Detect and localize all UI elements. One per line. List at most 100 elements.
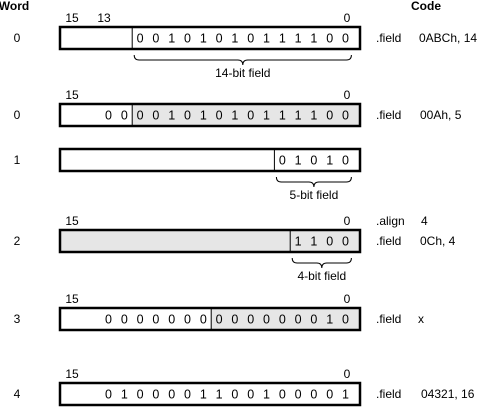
word-number: 3 bbox=[14, 312, 21, 326]
word-number: 2 bbox=[14, 234, 21, 248]
bit-value: 1 bbox=[200, 388, 207, 402]
bit-value: 0 bbox=[342, 154, 349, 168]
lsb-bit-label: 0 bbox=[344, 214, 351, 228]
code-directive: .field bbox=[376, 31, 401, 45]
bit-value: 1 bbox=[231, 109, 238, 123]
bit-value: 0 bbox=[279, 313, 286, 327]
code-operand: 0ABCh, 14 bbox=[419, 31, 477, 45]
bit-value: 0 bbox=[342, 109, 349, 123]
word-box bbox=[58, 228, 362, 254]
word-row: 1 0 1 0 1 05-bit field bbox=[14, 147, 362, 202]
bit-value: 1 bbox=[168, 32, 175, 46]
msb-bit-label: 15 bbox=[65, 88, 79, 102]
field-width-label: 14-bit field bbox=[215, 66, 270, 80]
bit-value: 1 bbox=[263, 109, 270, 123]
bit-value: 1 bbox=[263, 388, 270, 402]
msb-bit-label: 15 bbox=[65, 367, 79, 381]
bit-value: 0 bbox=[326, 109, 333, 123]
lsb-bit-label: 0 bbox=[344, 88, 351, 102]
word-column-header: Word bbox=[0, 0, 29, 13]
word-number: 4 bbox=[14, 387, 21, 401]
word-box bbox=[58, 147, 362, 173]
bit-value: 1 bbox=[168, 109, 175, 123]
bit-value: 0 bbox=[216, 313, 223, 327]
code-directive: .field bbox=[376, 312, 401, 326]
bit-value: 0 bbox=[216, 109, 223, 123]
bit-value: 0 bbox=[247, 313, 254, 327]
bit-value: 0 bbox=[295, 388, 302, 402]
bit-value: 0 bbox=[342, 235, 349, 249]
code-column-header: Code bbox=[411, 0, 441, 13]
bit-value: 1 bbox=[310, 235, 317, 249]
bit-value: 0 bbox=[105, 388, 112, 402]
word-number: 0 bbox=[14, 108, 21, 122]
bit-value: 1 bbox=[326, 154, 333, 168]
word-row: 15 00 0 0 0 0 1 0 1 0 1 0 1 1 1 1 0 0 .field 00Ah, 5 bbox=[14, 88, 462, 128]
bit-value: 0 bbox=[121, 109, 128, 123]
bit-value: 1 bbox=[121, 388, 128, 402]
bit-value: 0 bbox=[137, 32, 144, 46]
field-brace bbox=[133, 54, 352, 66]
bit-value: 1 bbox=[216, 388, 223, 402]
bit-value: 0 bbox=[342, 313, 349, 327]
bit-value: 1 bbox=[200, 32, 207, 46]
code-directive: .field bbox=[376, 387, 401, 401]
lsb-bit-label: 0 bbox=[344, 292, 351, 306]
lsb-bit-label: 0 bbox=[344, 11, 351, 25]
field-width-label: 5-bit field bbox=[290, 188, 339, 202]
field-high-bit-label: 13 bbox=[97, 11, 111, 25]
bit-value: 1 bbox=[310, 109, 317, 123]
bit-value: 0 bbox=[105, 109, 112, 123]
bit-value: 0 bbox=[216, 32, 223, 46]
bit-value: 0 bbox=[310, 388, 317, 402]
field-brace bbox=[275, 176, 352, 188]
bit-value: 0 bbox=[247, 388, 254, 402]
bit-value: 0 bbox=[342, 32, 349, 46]
bit-value: 1 bbox=[279, 109, 286, 123]
bit-value: 0 bbox=[152, 32, 159, 46]
word-rows: 15 13 00 0 0 1 0 1 0 1 0 1 1 1 1 0 014-bit field.field 0A… bbox=[14, 11, 477, 407]
bit-value: 1 bbox=[295, 235, 302, 249]
field-segment bbox=[60, 27, 133, 49]
word-row: 15 02 1 1 0 04-bit field.align 4.field 0Ch, 4 bbox=[14, 214, 456, 283]
bit-value: 1 bbox=[295, 109, 302, 123]
bit-value: 1 bbox=[295, 32, 302, 46]
bit-value: 0 bbox=[263, 313, 270, 327]
code-directive: .field bbox=[376, 234, 401, 248]
bit-value: 0 bbox=[121, 313, 128, 327]
lsb-bit-label: 0 bbox=[344, 367, 351, 381]
bit-value: 0 bbox=[137, 388, 144, 402]
bit-value: 0 bbox=[137, 313, 144, 327]
word-row: 15 03 0 0 0 0 0 0 0 0 0 0 0 0 0 0 1 0 .field x bbox=[14, 292, 424, 332]
field-segment bbox=[60, 383, 360, 405]
bit-value: 0 bbox=[326, 32, 333, 46]
bit-value: 1 bbox=[263, 32, 270, 46]
field-brace bbox=[291, 257, 352, 269]
bit-value: 0 bbox=[184, 109, 191, 123]
shaded-field-segment bbox=[60, 230, 291, 252]
bit-value: 0 bbox=[184, 313, 191, 327]
bit-value: 0 bbox=[200, 313, 207, 327]
word-number: 0 bbox=[14, 31, 21, 45]
msb-bit-label: 15 bbox=[65, 214, 79, 228]
bit-value: 0 bbox=[231, 388, 238, 402]
bit-value: 0 bbox=[152, 109, 159, 123]
word-box bbox=[58, 381, 362, 407]
shaded-field-segment bbox=[290, 230, 360, 252]
bit-value: 0 bbox=[168, 313, 175, 327]
bit-value: 0 bbox=[310, 154, 317, 168]
msb-bit-label: 15 bbox=[65, 11, 79, 25]
code-directive: .field bbox=[376, 108, 401, 122]
word-number: 1 bbox=[14, 153, 21, 167]
bit-value: 0 bbox=[326, 235, 333, 249]
word-box bbox=[58, 306, 362, 332]
shaded-field-segment bbox=[132, 104, 360, 126]
bit-value: 0 bbox=[326, 388, 333, 402]
bit-value: 0 bbox=[247, 32, 254, 46]
bit-value: 1 bbox=[200, 109, 207, 123]
bit-value: 0 bbox=[152, 388, 159, 402]
bit-value: 1 bbox=[295, 154, 302, 168]
bit-value: 1 bbox=[231, 32, 238, 46]
field-segment bbox=[274, 149, 360, 171]
code-operand: 4 bbox=[421, 214, 428, 228]
